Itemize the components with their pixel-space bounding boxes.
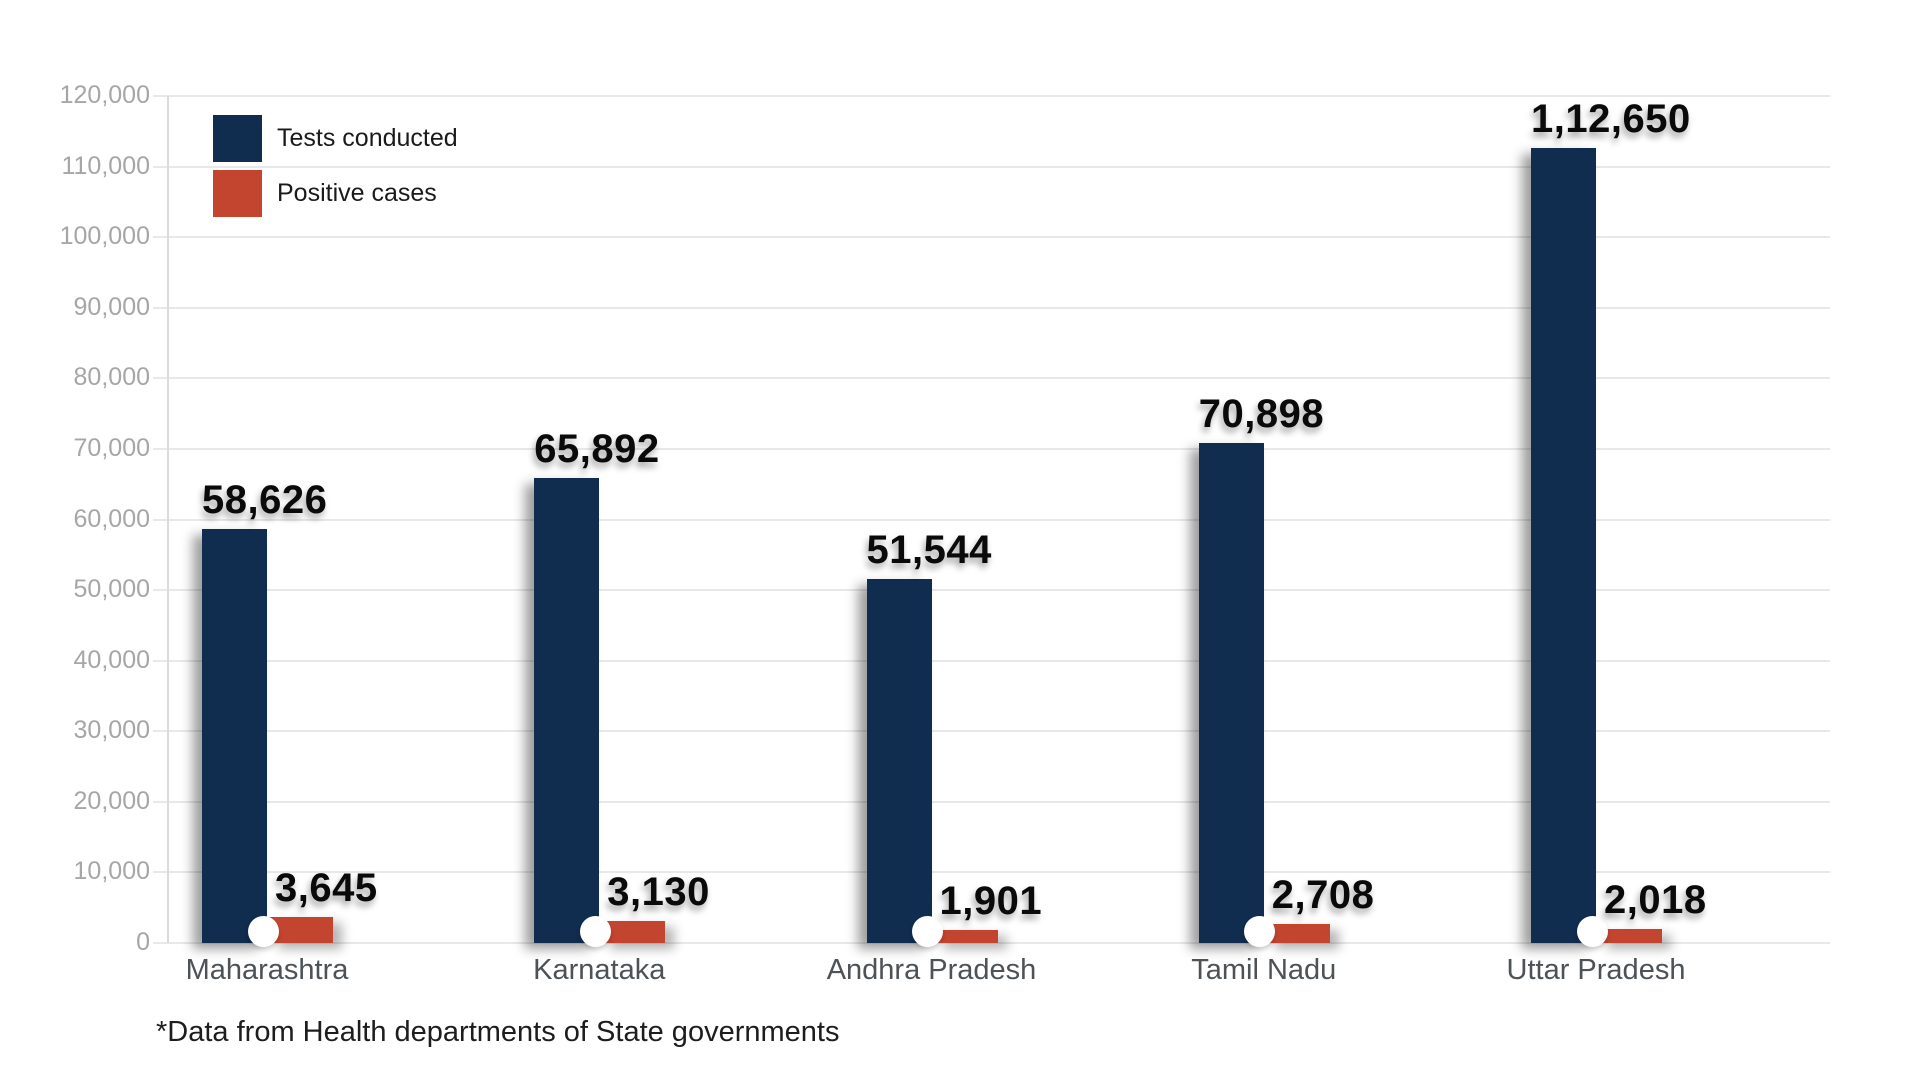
y-axis-tick-label: 0: [136, 928, 150, 956]
positive-cases-bar: [1265, 923, 1330, 943]
y-axis-tick-label: 30,000: [73, 716, 150, 745]
y-axis-tick-label: 10,000: [73, 857, 150, 886]
y-gridline: [153, 165, 1830, 168]
y-axis-tick-label: 100,000: [59, 222, 150, 251]
y-gridline: [153, 730, 1830, 733]
bar-junction-dot: [579, 915, 611, 947]
y-axis-line: [167, 96, 169, 943]
y-axis-tick-label: 80,000: [73, 363, 150, 392]
x-axis-category-label: Karnataka: [533, 954, 666, 986]
x-axis-category-label: Tamil Nadu: [1191, 954, 1337, 986]
y-axis-tick-label: 110,000: [61, 151, 150, 180]
y-gridline: [153, 306, 1830, 309]
y-axis-tick-label: 50,000: [73, 575, 150, 604]
positive-cases-value-label: 2,018: [1604, 877, 1707, 922]
tests-conducted-bar: [1198, 442, 1264, 943]
y-gridline: [153, 659, 1830, 662]
data-source-footnote: *Data from Health departments of State g…: [156, 1016, 840, 1048]
x-axis-category-label: Uttar Pradesh: [1506, 954, 1686, 986]
tests-conducted-value-label: 58,626: [202, 478, 328, 523]
positive-cases-swatch: [213, 170, 262, 217]
tests-conducted-value-label: 70,898: [1198, 391, 1325, 436]
tests-conducted-value-label: 1,12,650: [1531, 96, 1691, 141]
y-gridline: [153, 95, 1830, 97]
positive-cases-value-label: 2,708: [1271, 872, 1375, 917]
y-gridline: [153, 800, 1830, 803]
y-gridline: [153, 871, 1830, 874]
positive-cases-bar: [601, 920, 666, 943]
bar-junction-dot: [1244, 915, 1276, 947]
y-axis-tick-label: 40,000: [73, 645, 150, 674]
y-axis-tick-label: 120,000: [59, 81, 150, 109]
y-axis-tick-label: 60,000: [73, 504, 150, 533]
positive-cases-value-label: 3,130: [607, 869, 710, 914]
legend-item-positive: Positive cases: [213, 170, 458, 217]
bar-junction-dot: [247, 915, 279, 947]
bar-junction-dot: [912, 915, 943, 947]
legend-item-tests: Tests conducted: [213, 115, 458, 162]
chart-legend: Tests conducted Positive cases: [213, 115, 458, 225]
tests-conducted-value-label: 51,544: [866, 528, 992, 573]
tests-conducted-bar: [534, 477, 600, 943]
y-axis-tick-label: 90,000: [73, 292, 150, 321]
y-gridline: [153, 377, 1830, 380]
positive-cases-bar: [933, 929, 998, 943]
tests-conducted-bar: [202, 529, 267, 943]
y-gridline: [153, 447, 1830, 450]
y-gridline: [153, 236, 1830, 239]
y-gridline: [153, 589, 1830, 592]
x-axis-category-label: Andhra Pradesh: [826, 954, 1037, 986]
positive-cases-value-label: 1,901: [939, 878, 1043, 923]
y-gridline: [153, 942, 1830, 944]
tests-conducted-swatch: [213, 115, 262, 162]
tests-conducted-bar: [866, 579, 932, 943]
positive-cases-bar: [269, 917, 333, 943]
tests-conducted-value-label: 65,892: [534, 426, 660, 471]
positive-cases-value-label: 3,645: [275, 866, 378, 911]
y-axis-tick-label: 20,000: [73, 786, 150, 815]
bar-junction-dot: [1576, 915, 1608, 947]
positive-cases-bar: [1598, 928, 1662, 943]
legend-label-tests: Tests conducted: [277, 124, 458, 152]
x-axis-category-label: Maharashtra: [185, 954, 349, 986]
y-gridline: [153, 518, 1830, 521]
legend-label-positive: Positive cases: [277, 179, 437, 207]
tests-conducted-bar: [1531, 147, 1596, 943]
y-axis-tick-label: 70,000: [73, 433, 150, 462]
